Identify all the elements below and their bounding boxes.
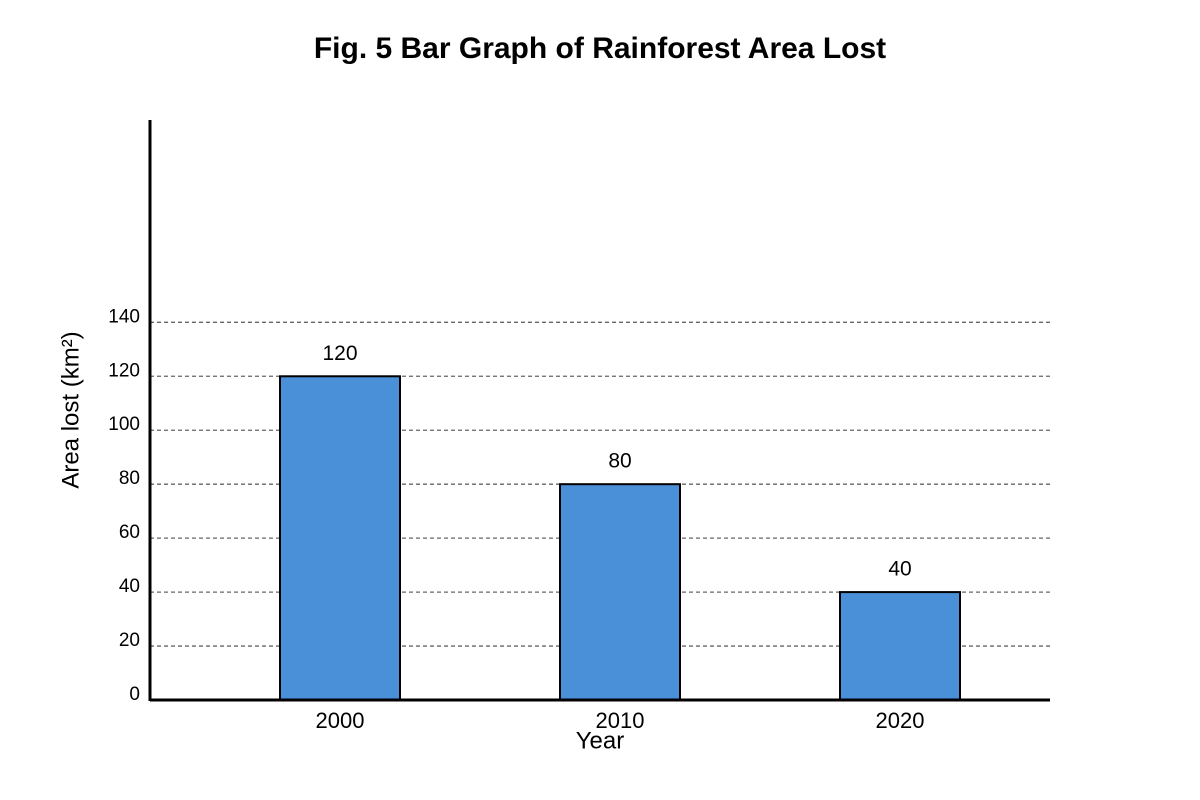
- y-tick-label: 100: [108, 414, 140, 435]
- value-label: 120: [322, 342, 357, 365]
- x-tick-label: 2020: [876, 708, 925, 733]
- bar: [559, 483, 681, 701]
- x-tick-label: 2000: [316, 708, 365, 733]
- y-tick-label: 120: [108, 360, 140, 381]
- x-tick-label: 2010: [596, 708, 645, 733]
- y-tick-label: 20: [119, 630, 140, 651]
- bar: [839, 591, 961, 701]
- y-tick-label: 0: [129, 684, 140, 705]
- bar: [279, 375, 401, 701]
- y-tick-label: 140: [108, 306, 140, 327]
- y-tick-label: 80: [119, 468, 140, 489]
- y-axis-label: Area lost (km²): [57, 331, 84, 488]
- chart-title: Fig. 5 Bar Graph of Rainforest Area Lost: [314, 32, 886, 65]
- x-axis-label: Year: [576, 727, 625, 754]
- value-label: 80: [608, 450, 631, 473]
- value-label: 40: [888, 558, 911, 581]
- y-tick-label: 40: [119, 576, 140, 597]
- y-tick-label: 60: [119, 522, 140, 543]
